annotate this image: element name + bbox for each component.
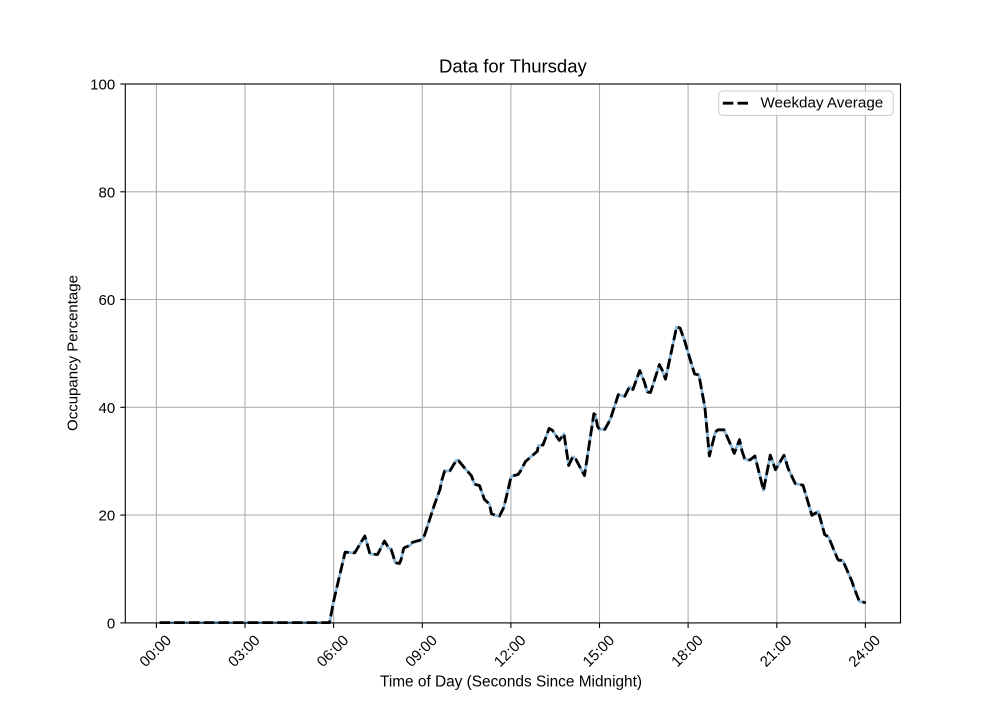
svg-text:20: 20	[99, 508, 116, 525]
svg-text:Time of Day (Seconds Since Mid: Time of Day (Seconds Since Midnight)	[380, 673, 642, 690]
svg-text:80: 80	[99, 184, 116, 201]
svg-text:40: 40	[99, 400, 116, 417]
svg-text:Weekday Average: Weekday Average	[761, 94, 884, 111]
svg-text:60: 60	[99, 292, 116, 309]
svg-text:Data for Thursday: Data for Thursday	[439, 55, 587, 76]
svg-text:Occupancy Percentage: Occupancy Percentage	[65, 275, 82, 431]
svg-text:0: 0	[107, 615, 115, 632]
svg-text:100: 100	[90, 76, 115, 93]
